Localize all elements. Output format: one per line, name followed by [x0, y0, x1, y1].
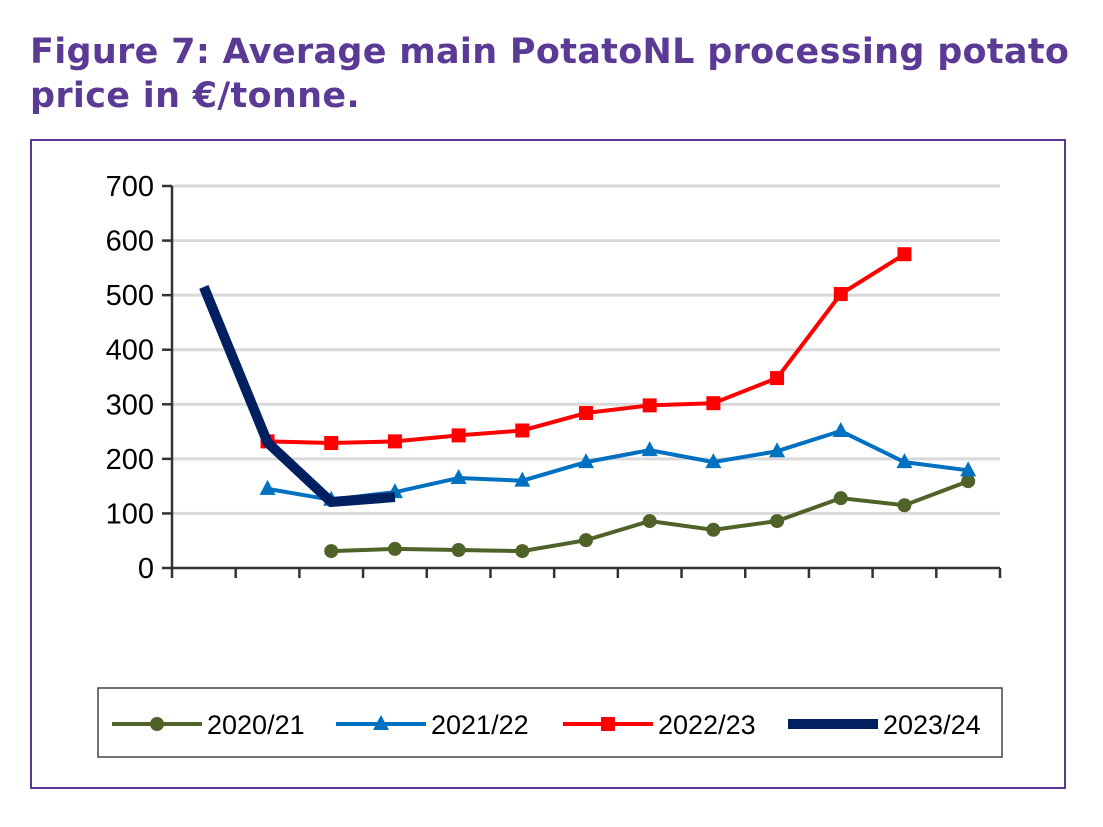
data-point-2022-23 [579, 406, 593, 421]
data-point-2021-22 [705, 453, 722, 469]
data-point-2022-23 [324, 436, 339, 451]
data-point-2022-23 [833, 287, 848, 302]
legend-label: 2022/23 [658, 710, 756, 740]
legend-label: 2021/22 [431, 710, 529, 740]
data-point-2020-21 [897, 498, 912, 513]
data-point-2021-22 [960, 461, 977, 477]
data-point-2021-22 [896, 453, 913, 469]
data-point-2022-23 [387, 434, 402, 449]
data-point-2022-23 [770, 371, 785, 386]
y-tick-label: 0 [138, 553, 154, 585]
data-point-2022-23 [642, 398, 657, 413]
legend-label: 2020/21 [207, 710, 305, 740]
y-tick-label: 700 [106, 171, 154, 203]
data-point-2021-22 [259, 479, 276, 495]
data-point-2021-22 [832, 422, 849, 438]
y-tick-label: 600 [106, 226, 154, 258]
chart-frame [30, 139, 1066, 789]
data-point-2020-21 [451, 542, 466, 557]
legend-label: 2023/24 [883, 710, 981, 740]
data-point-2022-23 [706, 396, 721, 411]
y-tick-label: 200 [106, 444, 154, 476]
legend-marker [601, 717, 615, 731]
data-point-2020-21 [642, 514, 657, 529]
data-point-2020-21 [387, 541, 402, 556]
data-point-2020-21 [515, 544, 530, 559]
data-point-2022-23 [897, 247, 912, 262]
data-point-2020-21 [961, 474, 976, 489]
data-point-2020-21 [833, 491, 848, 506]
data-point-2021-22 [450, 468, 467, 484]
data-point-2022-23 [451, 428, 466, 443]
legend-marker [150, 717, 164, 731]
y-tick-label: 500 [106, 280, 154, 312]
chart-title: Figure 7: Average main PotatoNL processi… [30, 30, 1069, 118]
data-point-2020-21 [770, 514, 785, 529]
title-line-2: price in €/tonne. [30, 76, 360, 116]
data-point-2020-21 [324, 544, 339, 559]
data-point-2021-22 [514, 471, 531, 487]
data-point-2022-23 [515, 423, 530, 438]
data-point-2021-22 [641, 441, 658, 457]
y-tick-label: 300 [106, 389, 154, 421]
y-tick-label: 100 [106, 498, 154, 530]
title-line-1: Figure 7: Average main PotatoNL processi… [30, 32, 1070, 72]
data-point-2020-21 [579, 533, 593, 548]
data-point-2020-21 [706, 522, 721, 537]
data-point-2021-22 [578, 453, 594, 469]
y-tick-label: 400 [106, 335, 154, 367]
data-point-2021-22 [769, 442, 786, 458]
legend-marker [373, 715, 389, 730]
series-line-2023-24 [199, 285, 396, 508]
